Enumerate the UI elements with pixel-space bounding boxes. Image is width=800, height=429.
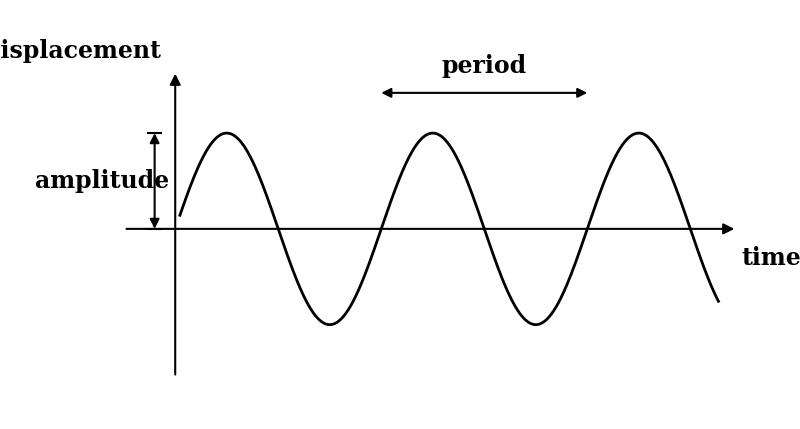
Text: displacement: displacement — [0, 39, 161, 63]
Text: period: period — [442, 54, 527, 79]
Text: amplitude: amplitude — [34, 169, 169, 193]
Text: time: time — [742, 246, 800, 270]
